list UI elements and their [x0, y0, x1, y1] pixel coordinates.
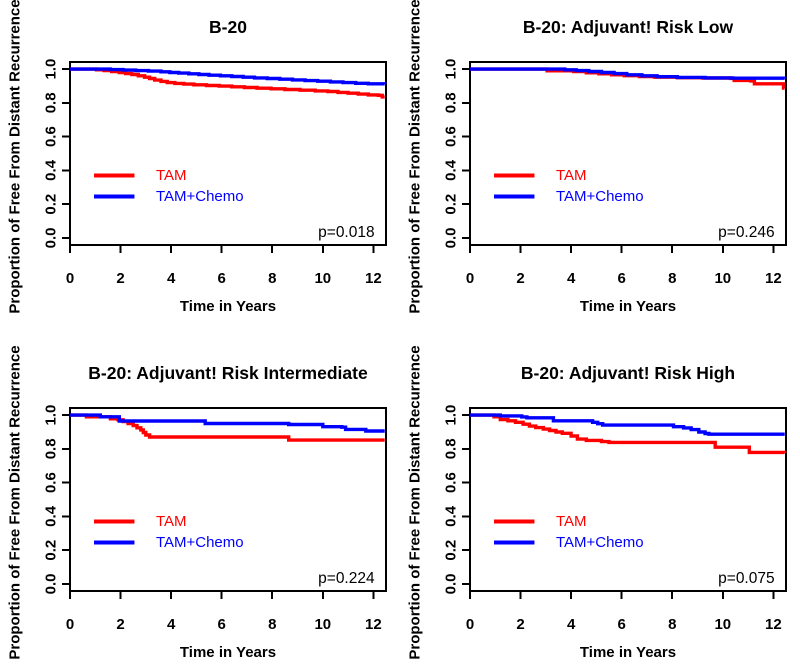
y-tick-label: 0.8 — [443, 92, 460, 113]
legend-label-tam-chemo: TAM+Chemo — [556, 534, 644, 551]
x-tick-label: 0 — [66, 616, 74, 633]
y-tick-label: 0.0 — [443, 573, 460, 594]
y-tick-label: 0.0 — [43, 573, 60, 594]
p-value-label: p=0.224 — [318, 570, 375, 587]
panel-title: B-20: Adjuvant! Risk Low — [523, 17, 734, 37]
y-tick-label: 0.2 — [43, 540, 60, 561]
y-tick-label: 0.0 — [443, 227, 460, 248]
tam-curve — [70, 67, 385, 99]
plot-box — [469, 61, 787, 246]
panel-b20: 0.0 0.2 0.4 0.6 0.8 1.0 0 2 4 6 8 10 12 B-20 Proportio… — [0, 0, 400, 335]
x-tick-label: 0 — [466, 616, 474, 633]
y-tick-label: 0.8 — [43, 438, 60, 459]
panel-b20-plot: 0.0 0.2 0.4 0.6 0.8 1.0 0 2 4 6 8 10 12 B-20 Proportio… — [7, 0, 387, 315]
tam-chemo-curve — [70, 67, 387, 86]
x-axis-label: Time in Years — [180, 298, 276, 315]
y-tick-label: 1.0 — [43, 405, 60, 426]
legend-label-tam-chemo: TAM+Chemo — [156, 534, 244, 551]
y-tick-label: 0.4 — [43, 159, 60, 181]
x-axis-label: Time in Years — [180, 644, 276, 661]
panel-b20-risk-intermediate: 0.0 0.2 0.4 0.6 0.8 1.0 0 2 4 6 8 10 12 B-20: Adjuvan… — [0, 335, 400, 669]
x-tick-label: 8 — [268, 616, 276, 633]
x-tick-label: 10 — [314, 270, 331, 287]
y-tick-label: 1.0 — [443, 59, 460, 80]
x-tick-label: 8 — [668, 616, 676, 633]
x-tick-label: 2 — [516, 616, 524, 633]
x-tick-label: 6 — [218, 270, 226, 287]
plot-box — [469, 407, 787, 592]
y-axis-label: Proportion of Free From Distant Recurren… — [407, 345, 424, 659]
x-tick-label: 2 — [116, 270, 124, 287]
plot-box — [69, 407, 387, 592]
legend-label-tam-chemo: TAM+Chemo — [556, 188, 644, 205]
x-tick-label: 6 — [618, 270, 626, 287]
y-tick-label: 0.4 — [443, 505, 460, 527]
legend-label-tam: TAM — [556, 513, 587, 530]
panel-b20-risk-low: 0.0 0.2 0.4 0.6 0.8 1.0 0 2 4 6 8 10 12 B-20: Adjuvan… — [400, 0, 800, 335]
p-value-label: p=0.246 — [718, 224, 774, 241]
x-tick-label: 8 — [668, 270, 676, 287]
x-tick-label: 12 — [365, 270, 382, 287]
tam-chemo-curve — [470, 413, 785, 436]
panel-title: B-20 — [209, 17, 247, 37]
panel-b20-risk-intermediate-plot: 0.0 0.2 0.4 0.6 0.8 1.0 0 2 4 6 8 10 12 B-20: Adjuvan… — [7, 345, 387, 661]
y-tick-label: 0.6 — [443, 472, 460, 493]
x-tick-label: 12 — [765, 616, 782, 633]
p-value-label: p=0.018 — [318, 224, 374, 241]
tam-chemo-curve — [70, 413, 385, 433]
y-tick-label: 0.6 — [43, 126, 60, 147]
legend-label-tam: TAM — [156, 513, 187, 530]
y-tick-label: 0.8 — [443, 438, 460, 459]
x-tick-label: 6 — [218, 616, 226, 633]
x-tick-label: 2 — [116, 616, 124, 633]
x-tick-label: 0 — [466, 270, 474, 287]
x-tick-label: 10 — [714, 270, 731, 287]
x-tick-label: 4 — [567, 616, 576, 633]
panel-title: B-20: Adjuvant! Risk High — [521, 363, 735, 383]
plot-box — [69, 61, 387, 246]
x-tick-label: 0 — [66, 270, 74, 287]
x-tick-label: 10 — [714, 616, 731, 633]
panel-b20-risk-high-plot: 0.0 0.2 0.4 0.6 0.8 1.0 0 2 4 6 8 10 12 B-20: Adjuvan… — [407, 345, 787, 661]
y-axis-label: Proportion of Free From Distant Recurren… — [407, 0, 424, 314]
y-axis-label: Proportion of Free From Distant Recurren… — [7, 345, 24, 659]
panel-title: B-20: Adjuvant! Risk Intermediate — [88, 363, 368, 383]
x-axis-label: Time in Years — [580, 298, 676, 315]
p-value-label: p=0.075 — [718, 570, 774, 587]
y-tick-label: 0.6 — [443, 126, 460, 147]
tam-chemo-curve — [470, 67, 787, 80]
x-tick-label: 4 — [567, 270, 576, 287]
x-tick-label: 12 — [365, 616, 382, 633]
x-axis-label: Time in Years — [580, 644, 676, 661]
legend-label-tam: TAM — [156, 167, 187, 184]
y-tick-label: 0.0 — [43, 227, 60, 248]
y-tick-label: 0.4 — [443, 159, 460, 181]
x-tick-label: 12 — [765, 270, 782, 287]
y-axis-label: Proportion of Free From Distant Recurren… — [7, 0, 24, 314]
y-tick-label: 0.2 — [43, 194, 60, 215]
panel-b20-risk-high: 0.0 0.2 0.4 0.6 0.8 1.0 0 2 4 6 8 10 12 B-20: Adjuvan… — [400, 335, 800, 669]
x-tick-label: 8 — [268, 270, 276, 287]
x-tick-label: 6 — [618, 616, 626, 633]
y-tick-label: 0.2 — [443, 194, 460, 215]
y-tick-label: 0.8 — [43, 92, 60, 113]
x-tick-label: 10 — [314, 616, 331, 633]
y-tick-label: 0.6 — [43, 472, 60, 493]
y-tick-label: 0.2 — [443, 540, 460, 561]
x-tick-label: 2 — [516, 270, 524, 287]
tam-curve — [470, 413, 787, 455]
y-tick-label: 1.0 — [43, 59, 60, 80]
y-tick-label: 0.4 — [43, 505, 60, 527]
x-tick-label: 4 — [167, 616, 176, 633]
legend-label-tam-chemo: TAM+Chemo — [156, 188, 244, 205]
y-tick-label: 1.0 — [443, 405, 460, 426]
legend-label-tam: TAM — [556, 167, 587, 184]
x-tick-label: 4 — [167, 270, 176, 287]
panel-b20-risk-low-plot: 0.0 0.2 0.4 0.6 0.8 1.0 0 2 4 6 8 10 12 B-20: Adjuvan… — [407, 0, 787, 315]
